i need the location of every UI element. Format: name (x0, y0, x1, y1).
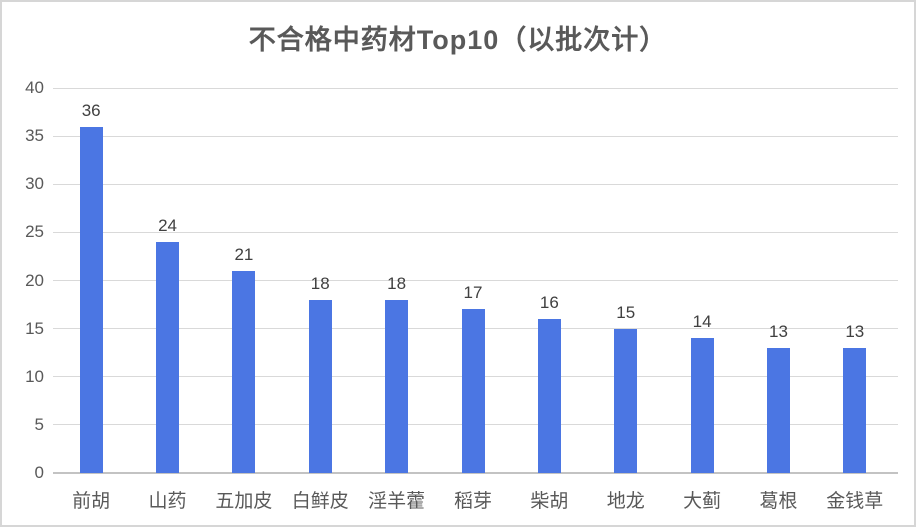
bar-白鲜皮 (308, 299, 332, 473)
x-tick-label: 稻芽 (453, 491, 492, 512)
bar-葛根 (766, 347, 790, 473)
bar-value-label: 36 (81, 100, 101, 120)
bar-前胡 (79, 126, 103, 473)
y-tick-label: 35 (25, 126, 44, 146)
bar-value-label: 24 (158, 216, 177, 235)
y-tick-label: 0 (34, 463, 44, 482)
x-tick-label: 前胡 (72, 491, 111, 512)
x-tick-label: 葛根 (759, 491, 798, 512)
bar-value-label: 16 (539, 293, 559, 312)
y-gridline (53, 183, 898, 185)
y-gridline (53, 87, 898, 89)
y-tick-label: 10 (25, 366, 44, 386)
y-tick-label: 5 (34, 414, 44, 434)
y-gridline (53, 280, 898, 281)
bar-淫羊藿 (385, 299, 409, 473)
bar-value-label: 17 (463, 283, 483, 303)
x-tick-label: 白鲜皮 (291, 491, 349, 512)
chart-title: 不合格中药材Top10（以批次计） (248, 25, 668, 55)
x-tick-label: 柴胡 (530, 491, 569, 512)
bar-value-label: 18 (387, 273, 407, 293)
y-tick-label: 25 (25, 222, 44, 242)
bar-value-label: 13 (768, 321, 788, 341)
y-tick-label: 15 (25, 318, 44, 338)
y-tick-label: 20 (25, 270, 44, 290)
bar-柴胡 (537, 319, 561, 473)
x-axis-line (53, 472, 898, 474)
x-tick-label: 金钱草 (826, 491, 884, 512)
bar-大蓟 (690, 338, 714, 473)
bar-五加皮 (232, 270, 256, 473)
bar-地龙 (614, 328, 638, 473)
x-tick-label: 地龙 (606, 491, 645, 512)
bar-金钱草 (843, 347, 867, 473)
bar-value-label: 21 (234, 244, 254, 264)
y-tick-label: 30 (25, 174, 44, 194)
x-tick-label: 五加皮 (215, 491, 273, 512)
bar-value-label: 14 (692, 312, 712, 332)
bar-稻芽 (461, 309, 485, 473)
x-tick-label: 大蓟 (683, 491, 722, 512)
y-gridline (53, 135, 898, 137)
y-gridline (53, 231, 898, 233)
y-tick-label: 40 (25, 78, 44, 97)
bar-value-label: 13 (845, 321, 865, 341)
bar-山药 (156, 242, 180, 473)
bar-value-label: 18 (310, 273, 330, 293)
x-tick-label: 淫羊藿 (368, 491, 426, 512)
x-tick-label: 山药 (148, 491, 187, 512)
bar-value-label: 15 (616, 302, 636, 322)
